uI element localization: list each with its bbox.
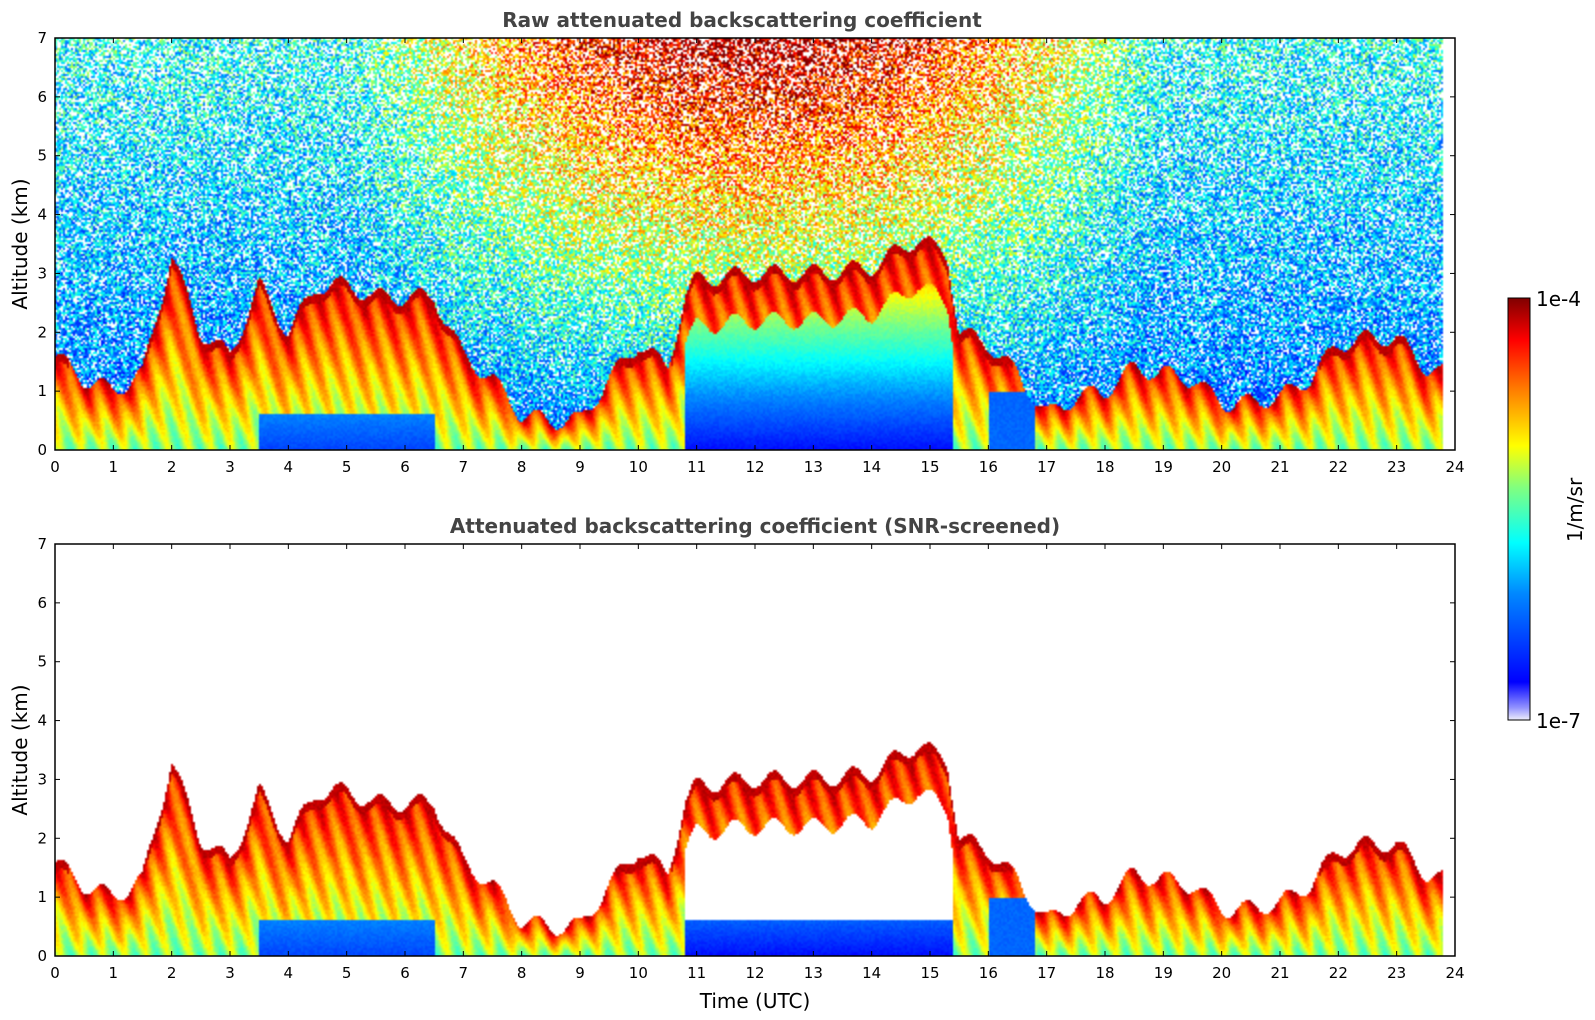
x-tick-label: 23 [1387,964,1406,982]
y-tick-label: 7 [37,29,47,47]
x-tick-label: 14 [862,458,881,476]
y-axis-label: Altitude (km) [8,684,32,815]
x-tick-label: 20 [1212,458,1231,476]
x-tick-label: 10 [629,964,648,982]
heatmap-raster [55,544,1455,956]
x-tick-label: 0 [50,964,60,982]
heatmap-raster [55,38,1455,450]
x-tick-label: 10 [629,458,648,476]
x-tick-label: 9 [575,964,585,982]
colorbar-max-label: 1e-4 [1536,287,1581,311]
x-tick-label: 24 [1445,964,1464,982]
x-tick-label: 22 [1329,964,1348,982]
x-tick-label: 9 [575,458,585,476]
x-tick-label: 1 [109,964,119,982]
axis-ticks: 0 1 2 3 4 5 6 7 8 9 10 11 12 13 14 15 16 17 18 19 20 21 22 23 24… [37,535,1464,982]
colorbar-min-label: 1e-7 [1536,709,1581,733]
y-tick-label: 6 [37,594,47,612]
y-tick-label: 0 [37,947,47,965]
x-tick-label: 15 [920,964,939,982]
x-tick-label: 16 [979,458,998,476]
x-tick-label: 4 [284,964,294,982]
y-tick-label: 4 [37,206,47,224]
x-tick-label: 22 [1329,458,1348,476]
x-tick-label: 0 [50,458,60,476]
x-axis-label: Time (UTC) [699,989,811,1013]
y-tick-label: 3 [37,264,47,282]
colorbar-gradient [1507,297,1531,721]
x-tick-label: 12 [745,964,764,982]
colorbar-unit-label: 1/m/sr [1563,477,1587,542]
x-tick-label: 5 [342,964,352,982]
x-tick-label: 12 [745,458,764,476]
x-tick-label: 23 [1387,458,1406,476]
y-tick-label: 3 [37,770,47,788]
x-tick-label: 11 [687,458,706,476]
x-tick-label: 1 [109,458,119,476]
x-tick-label: 3 [225,964,235,982]
y-tick-label: 2 [37,323,47,341]
x-tick-label: 8 [517,964,527,982]
chart-raw-backscatter: Raw attenuated backscattering coefficien… [8,8,1465,476]
x-tick-label: 19 [1154,458,1173,476]
x-tick-label: 20 [1212,964,1231,982]
x-tick-label: 7 [459,964,469,982]
axis-ticks: 0 1 2 3 4 5 6 7 8 9 10 11 12 13 14 15 16 17 18 19 20 21 22 23 24… [37,29,1464,476]
y-tick-label: 6 [37,88,47,106]
x-tick-label: 18 [1095,458,1114,476]
x-tick-label: 17 [1037,458,1056,476]
y-tick-label: 4 [37,712,47,730]
x-tick-label: 2 [167,458,177,476]
y-tick-label: 7 [37,535,47,553]
x-tick-label: 7 [459,458,469,476]
x-tick-label: 15 [920,458,939,476]
x-tick-label: 3 [225,458,235,476]
y-tick-label: 0 [37,441,47,459]
x-tick-label: 6 [400,964,410,982]
y-tick-label: 1 [37,888,47,906]
x-tick-label: 17 [1037,964,1056,982]
chart-snr-screened-backscatter: Attenuated backscattering coefficient (S… [8,514,1465,1013]
chart-title: Attenuated backscattering coefficient (S… [450,514,1060,538]
y-tick-label: 5 [37,147,47,165]
x-tick-label: 18 [1095,964,1114,982]
y-tick-label: 2 [37,829,47,847]
x-tick-label: 4 [284,458,294,476]
x-tick-label: 16 [979,964,998,982]
x-tick-label: 13 [804,964,823,982]
x-tick-label: 19 [1154,964,1173,982]
x-tick-label: 2 [167,964,177,982]
chart-title: Raw attenuated backscattering coefficien… [502,8,982,32]
y-axis-label: Altitude (km) [8,178,32,309]
x-tick-label: 24 [1445,458,1464,476]
x-tick-label: 11 [687,964,706,982]
x-tick-label: 21 [1270,458,1289,476]
x-tick-label: 14 [862,964,881,982]
y-tick-label: 5 [37,653,47,671]
colorbar: 1e-4 1e-7 1/m/sr [1507,287,1587,733]
x-tick-label: 6 [400,458,410,476]
x-tick-label: 5 [342,458,352,476]
x-tick-label: 13 [804,458,823,476]
y-tick-label: 1 [37,382,47,400]
x-tick-label: 8 [517,458,527,476]
x-tick-label: 21 [1270,964,1289,982]
